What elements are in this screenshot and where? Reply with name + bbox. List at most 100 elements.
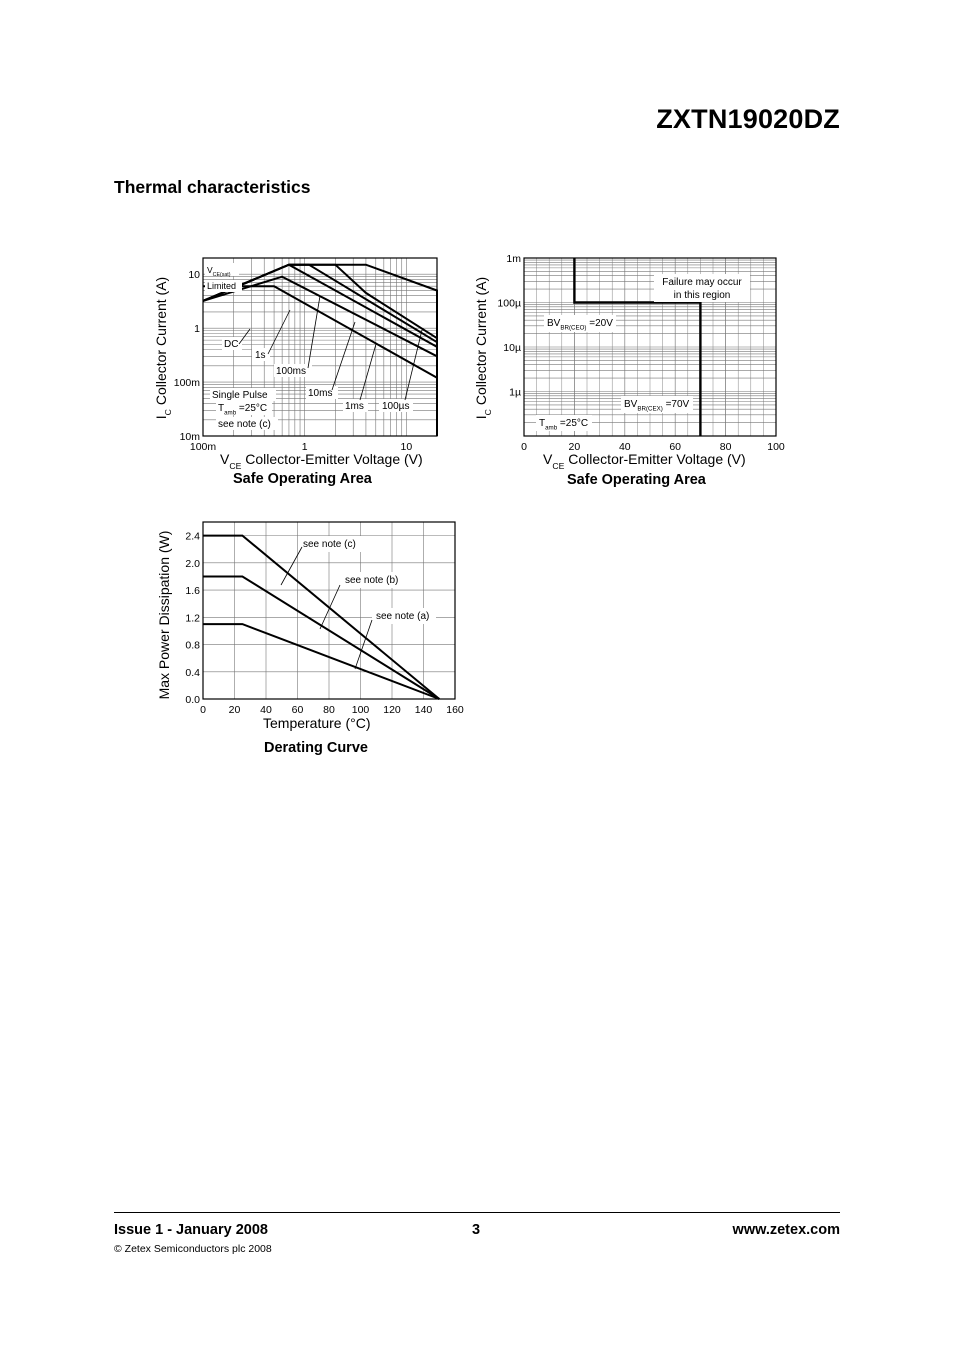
y-tick-label: 0.0 xyxy=(185,694,200,706)
annotation-bg xyxy=(274,364,312,377)
x-tick-label: 20 xyxy=(229,704,241,716)
x-axis-label: Temperature (°C) xyxy=(263,715,371,731)
annotation-bg xyxy=(654,274,750,302)
y-tick-label: 2.0 xyxy=(185,558,200,570)
annotation-leader xyxy=(359,343,377,401)
annotation-bg xyxy=(379,399,413,412)
footer-divider xyxy=(114,1212,840,1213)
x-tick-label: 20 xyxy=(569,441,581,453)
y-tick-label: 2.4 xyxy=(185,531,200,543)
plot-frame xyxy=(202,521,456,700)
part-number: ZXTN19020DZ xyxy=(656,104,840,134)
x-tick-label: 1 xyxy=(302,441,308,453)
footer-copyright: © Zetex Semiconductors plc 2008 xyxy=(114,1243,272,1255)
y-axis-label: IC Collector Current (A) xyxy=(473,277,493,419)
x-tick-label: 10 xyxy=(401,441,413,453)
series-line-5 xyxy=(202,263,438,436)
x-tick-label: 120 xyxy=(383,704,401,716)
annotation-bg xyxy=(205,280,242,292)
annotation-bg xyxy=(210,388,276,401)
annotation-label: BVBR(CEO) =20V xyxy=(547,318,613,332)
y-tick-label: 100m xyxy=(174,377,201,389)
annotation-label: BVBR(CEX) =70V xyxy=(624,399,690,413)
footer-website: www.zetex.com xyxy=(732,1222,840,1238)
annotation-label: 1s xyxy=(255,350,266,361)
x-tick-label: 80 xyxy=(323,704,335,716)
annotation-bg xyxy=(216,417,278,430)
annotation-label: 100µs xyxy=(382,401,409,412)
annotation-leader xyxy=(238,328,251,345)
section-title: Thermal characteristics xyxy=(114,177,311,197)
y-axis-label: IC Collector Current (A) xyxy=(153,277,173,419)
annotation-label: 100ms xyxy=(276,366,306,377)
series-line-1 xyxy=(202,275,438,358)
annotation-label: in this region xyxy=(674,290,731,301)
x-tick-label: 100 xyxy=(767,441,785,453)
annotation-label: 10ms xyxy=(308,388,332,399)
annotation-bg xyxy=(252,348,270,361)
y-tick-label: 10m xyxy=(180,431,201,443)
page-number: 3 xyxy=(472,1222,481,1238)
y-tick-label: 1.6 xyxy=(185,585,200,597)
soa-log-caption: Safe Operating Area xyxy=(233,471,372,487)
plot-frame xyxy=(523,257,777,437)
series-line-0 xyxy=(203,534,440,700)
annotation-bg xyxy=(216,401,272,415)
y-tick-label: 1m xyxy=(506,253,521,265)
series-line-1 xyxy=(203,575,440,700)
annotation-leader xyxy=(307,295,321,369)
x-tick-label: 100 xyxy=(352,704,370,716)
annotation-label: see note (a) xyxy=(376,611,429,622)
annotation-leader xyxy=(404,329,423,401)
x-tick-label: 140 xyxy=(415,704,433,716)
soa-linear-chart: 0 20 40 60 80 100 1µ 10µ 100µ 1m VCE Collector-Emi… xyxy=(473,253,785,471)
x-tick-label: 40 xyxy=(260,704,272,716)
y-axis-label: Max Power Dissipation (W) xyxy=(156,531,172,700)
annotation-bg xyxy=(299,536,363,552)
annotation-label: 1ms xyxy=(345,401,364,412)
y-tick-label: 10 xyxy=(188,269,200,281)
x-tick-label: 60 xyxy=(669,441,681,453)
y-tick-label: 1µ xyxy=(509,387,521,399)
annotation-label: DC xyxy=(224,339,238,350)
x-tick-label: 0 xyxy=(200,704,206,716)
annotation-label: see note (b) xyxy=(345,575,398,586)
series-line-2 xyxy=(203,623,440,700)
annotation-label: VCE(sat) xyxy=(207,265,231,278)
annotation-leader xyxy=(267,309,291,355)
annotation-label: Limited xyxy=(207,281,236,291)
x-axis-label: VCE Collector-Emitter Voltage (V) xyxy=(220,451,423,471)
annotation-bg xyxy=(544,315,616,332)
annotation-bg xyxy=(536,415,592,431)
annotation-label: see note (c) xyxy=(303,539,356,550)
derating-caption: Derating Curve xyxy=(264,740,368,756)
annotation-label: Tamb =25°C xyxy=(218,403,267,417)
y-tick-label: 1 xyxy=(194,323,200,335)
annotation-leader xyxy=(319,584,341,630)
annotation-label: Single Pulse xyxy=(212,390,268,401)
y-tick-label: 0.4 xyxy=(185,667,200,679)
annotation-bg xyxy=(306,386,338,399)
annotation-bg xyxy=(372,608,436,624)
x-axis-label: VCE Collector-Emitter Voltage (V) xyxy=(543,451,746,471)
annotation-label: see note (c) xyxy=(218,419,271,430)
annotation-bg xyxy=(343,399,368,412)
y-tick-label: 10µ xyxy=(503,342,521,354)
y-tick-label: 1.2 xyxy=(185,612,200,624)
x-tick-label: 0 xyxy=(521,441,527,453)
annotation-bg xyxy=(341,572,405,588)
annotation-bg xyxy=(205,263,239,276)
x-tick-label: 60 xyxy=(292,704,304,716)
soa-linear-caption: Safe Operating Area xyxy=(567,472,706,488)
annotation-bg xyxy=(621,396,693,413)
annotation-leader xyxy=(354,619,373,670)
annotation-leader xyxy=(331,321,356,391)
series-line-0 xyxy=(573,258,702,436)
annotation-label: Failure may occur xyxy=(662,277,742,288)
x-tick-label: 100m xyxy=(190,441,217,453)
x-tick-label: 80 xyxy=(720,441,732,453)
y-tick-label: 0.8 xyxy=(185,640,200,652)
annotation-bg xyxy=(222,337,242,350)
annotation-leader xyxy=(280,546,303,586)
